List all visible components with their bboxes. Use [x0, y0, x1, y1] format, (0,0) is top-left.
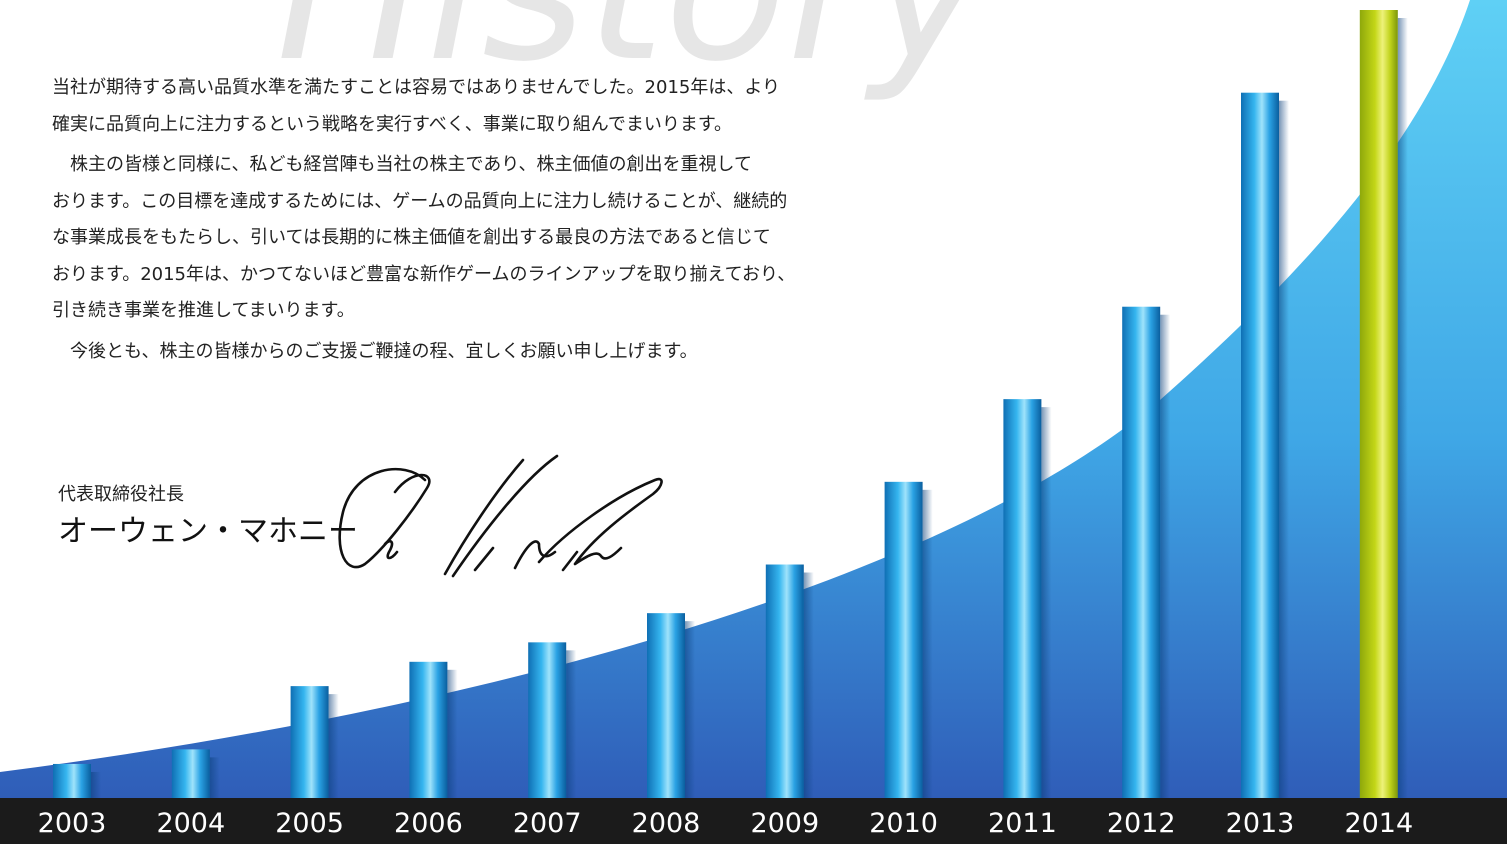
message-line: おります。この目標を達成するためには、ゲームの品質向上に注力し続けることが、継続… — [52, 190, 788, 212]
bar-2007 — [528, 642, 567, 798]
signature-block: 代表取締役社長 オーウェン・マホニー — [58, 482, 358, 552]
bar-2014 — [1359, 10, 1398, 798]
bar-shadow-2014 — [1397, 18, 1408, 798]
message-line: な事業成長をもたらし、引いては長期的に株主価値を創出する最良の方法であると信じて — [52, 227, 771, 248]
ceo-title: 代表取締役社長 — [58, 484, 184, 505]
x-tick-label-2011: 2011 — [988, 808, 1057, 839]
bar-2013 — [1241, 92, 1279, 799]
bar-shadow-2012 — [1160, 314, 1171, 798]
bar-2011 — [1003, 399, 1042, 798]
bar-2010 — [884, 481, 923, 798]
message-line: 引き続き事業を推進してまいります。 — [52, 300, 355, 321]
bar-2008 — [647, 613, 685, 798]
bar-shadow-2008 — [685, 621, 695, 798]
message-line: 今後とも、株主の皆様からのご支援ご鞭撻の程、宜しくお願い申し上げます。 — [70, 340, 698, 362]
bar-shadow-2013 — [1279, 100, 1289, 799]
bar-shadow-2010 — [922, 489, 933, 798]
x-tick-label-2006: 2006 — [394, 808, 463, 839]
bar-shadow-2005 — [328, 694, 339, 798]
bar-2003 — [53, 763, 91, 798]
axis-band — [0, 798, 1507, 844]
x-tick-label-2005: 2005 — [275, 808, 344, 839]
x-tick-label-2014: 2014 — [1344, 808, 1413, 839]
x-tick-label-2012: 2012 — [1107, 808, 1176, 839]
x-tick-label-2008: 2008 — [632, 808, 701, 839]
x-tick-label-2013: 2013 — [1226, 808, 1295, 839]
bar-2005 — [290, 686, 329, 798]
x-tick-label-2009: 2009 — [750, 808, 819, 839]
message-line: 株主の皆様と同様に、私ども経営陣も当社の株主であり、株主価値の創出を重視して — [70, 154, 753, 175]
message-line: 確実に品質向上に注力するという戦略を実行すべく、事業に取り組んでまいります。 — [52, 113, 733, 135]
bar-shadow-2007 — [566, 650, 577, 798]
shareholder-message: 当社が期待する高い品質水準を満たすことは容易ではありませんでした。2015年は、… — [52, 70, 952, 370]
message-line: 当社が期待する高い品質水準を満たすことは容易ではありませんでした。2015年は、… — [52, 77, 781, 98]
bar-2009 — [765, 564, 804, 798]
watermark-text: History — [276, 0, 990, 106]
bar-shadow-2003 — [91, 771, 101, 798]
bar-shadow-2009 — [803, 572, 814, 798]
bar-2006 — [409, 661, 448, 798]
bar-2012 — [1122, 306, 1161, 798]
ceo-name: オーウェン・マホニー — [58, 514, 358, 549]
message-line: おります。2015年は、かつてないほど豊富な新作ゲームのラインアップを取り揃えて… — [52, 263, 796, 285]
x-tick-label-2010: 2010 — [869, 808, 938, 839]
x-tick-label-2003: 2003 — [38, 808, 107, 839]
bar-shadow-2011 — [1041, 407, 1052, 798]
bar-2004 — [171, 749, 210, 798]
handwritten-signature — [338, 454, 663, 578]
x-tick-label-2004: 2004 — [156, 808, 225, 839]
x-tick-label-2007: 2007 — [513, 808, 582, 839]
bar-shadow-2006 — [447, 669, 458, 798]
bar-shadow-2004 — [209, 757, 220, 798]
